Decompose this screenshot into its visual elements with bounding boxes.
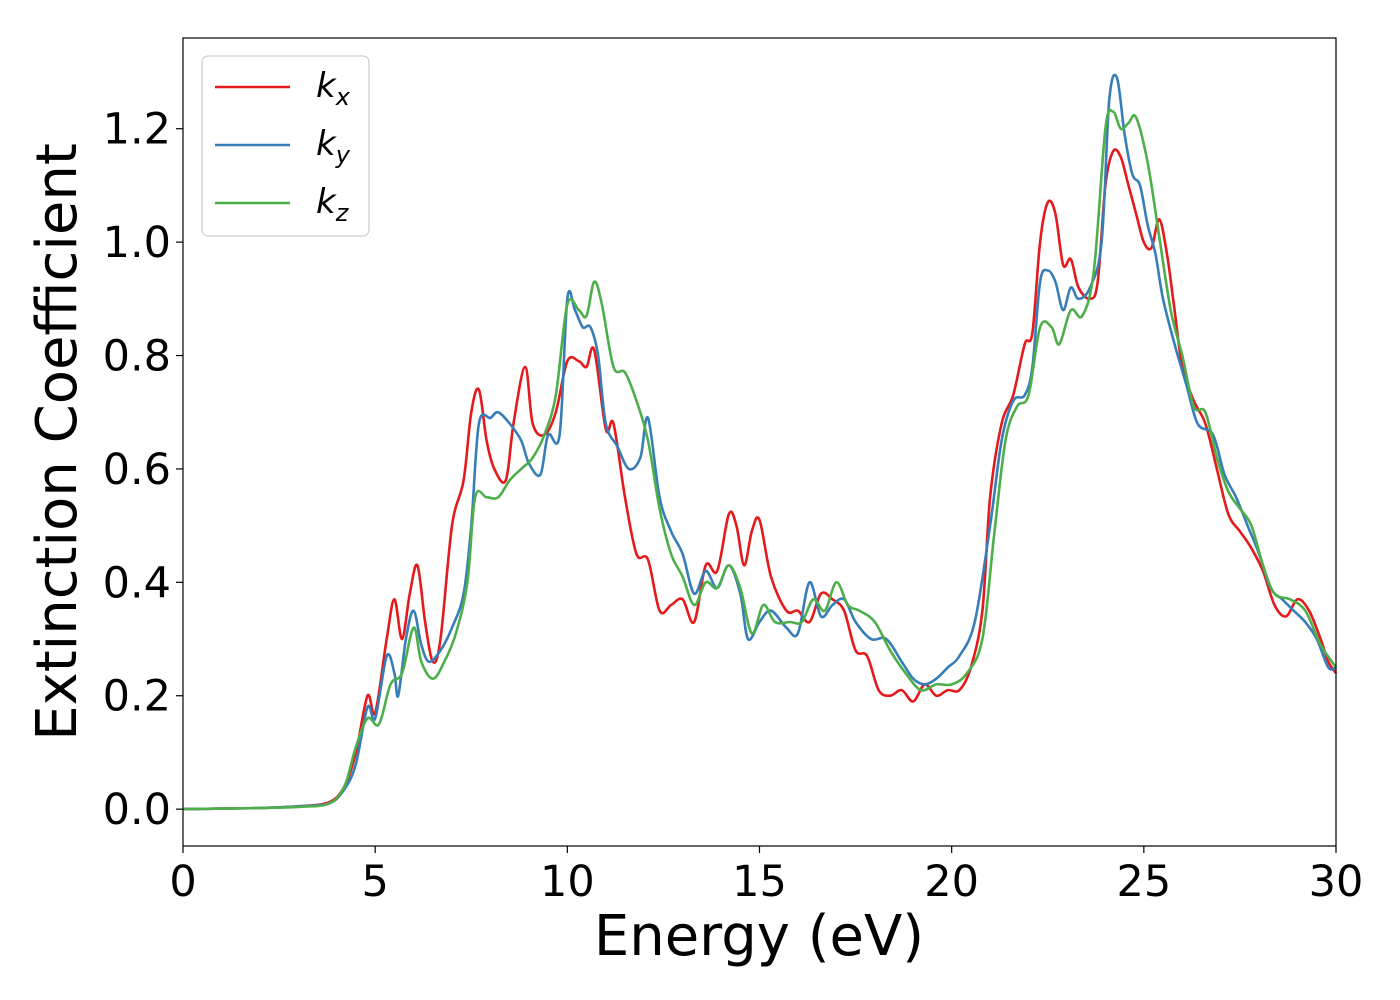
series-line-k_x <box>182 148 1338 811</box>
legend-label-k_y: ky <box>316 124 351 169</box>
legend: kx ky kz <box>201 55 370 237</box>
y-axis-title: Extinction Coefficient <box>25 143 90 741</box>
x-axis: 0 5 10 15 20 25 30 <box>169 846 1363 907</box>
series-line-k_z <box>182 108 1338 811</box>
y-tick-label: 0.2 <box>103 672 171 722</box>
plot-lines <box>182 73 1338 811</box>
x-tick-label: 25 <box>1116 857 1171 907</box>
y-tick-label: 0.0 <box>103 785 171 835</box>
x-tick-label: 30 <box>1309 857 1364 907</box>
x-tick-label: 5 <box>361 857 388 907</box>
y-tick-label: 1.0 <box>103 218 171 268</box>
series-line-k_y <box>182 73 1337 811</box>
legend-label-k_z: kz <box>316 182 350 227</box>
y-tick-label: 0.8 <box>103 332 171 382</box>
y-tick-label: 0.6 <box>103 445 171 495</box>
y-tick-label: 1.2 <box>103 105 171 155</box>
y-axis: 0.0 0.2 0.4 0.6 0.8 1.0 1.2 <box>103 105 183 835</box>
x-tick-label: 0 <box>169 857 196 907</box>
legend-label-k_x: kx <box>316 66 351 111</box>
x-tick-label: 15 <box>732 857 787 907</box>
x-tick-label: 10 <box>540 857 595 907</box>
x-axis-title: Energy (eV) <box>594 904 924 969</box>
x-tick-label: 20 <box>924 857 979 907</box>
y-tick-label: 0.4 <box>103 558 171 608</box>
